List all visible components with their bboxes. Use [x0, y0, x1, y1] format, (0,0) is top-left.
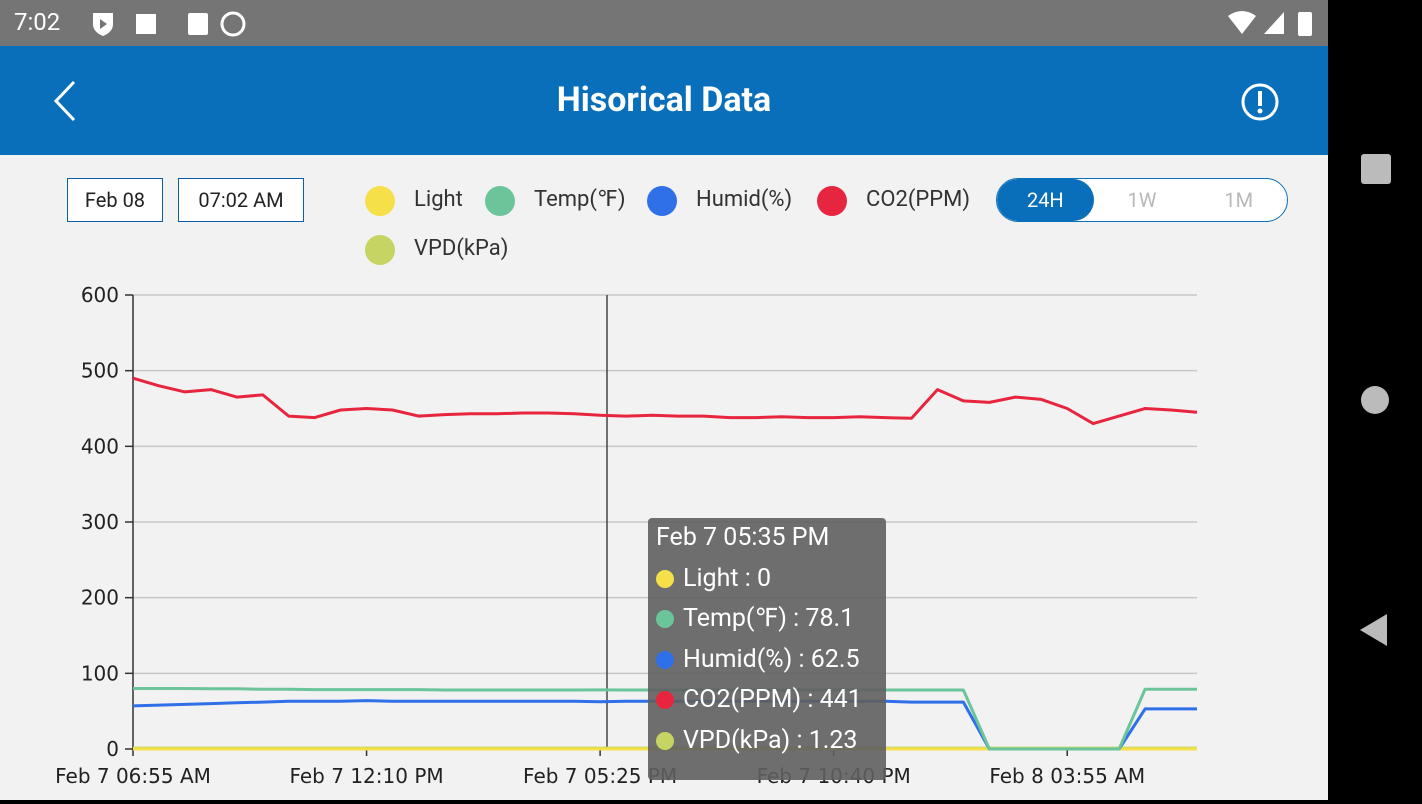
- legend-label: Humid(%): [696, 187, 793, 212]
- tooltip-row: Light : 0: [648, 559, 886, 600]
- tooltip-row: VPD(kPa) : 1.23: [648, 721, 886, 762]
- tooltip-marker: [656, 691, 674, 709]
- series-line: [132, 376, 1198, 426]
- info-button[interactable]: [1240, 82, 1280, 122]
- tooltip-text: VPD(kPa) : 1.23: [683, 725, 858, 755]
- back-nav-button[interactable]: [1360, 614, 1387, 646]
- home-button[interactable]: [1361, 386, 1389, 414]
- title: Hisorical Data: [556, 80, 772, 120]
- nav-bar: [1328, 0, 1422, 800]
- legend-marker: [365, 186, 395, 216]
- y-tick-label: 600: [81, 283, 119, 307]
- tooltip: Feb 7 05:35 PM Light : 0 Temp(℉) : 78.1 Hum…: [648, 518, 886, 780]
- tooltip-text: CO2(PPM) : 441: [683, 685, 862, 714]
- nav-icons: [1360, 154, 1391, 646]
- range-option[interactable]: 1M: [1224, 188, 1254, 212]
- legend-marker: [647, 186, 677, 216]
- y-tick-label: 300: [81, 510, 119, 534]
- back-button[interactable]: [50, 78, 80, 124]
- legend-label: Light: [414, 187, 463, 212]
- legend-label: VPD(kPa): [414, 236, 509, 261]
- tooltip-marker: [656, 650, 674, 669]
- tooltip-row: Humid(%) : 62.5: [648, 640, 886, 681]
- x-tick-label: Feb 7 06:55 AM: [55, 764, 211, 788]
- legend-label: CO2(PPM): [866, 187, 970, 212]
- tooltip-text: Humid(%) : 62.5: [683, 644, 860, 674]
- clock: 7:02: [14, 8, 61, 36]
- legend-label: Temp(℉): [534, 187, 626, 212]
- time-picker[interactable]: 07:02 AM: [178, 178, 304, 222]
- app-bar: Hisorical Data: [0, 46, 1328, 155]
- tooltip-text: Temp(℉) : 78.1: [683, 604, 855, 633]
- tooltip-title: Feb 7 05:35 PM: [656, 523, 830, 552]
- status-icons: [93, 11, 246, 37]
- legend-marker: [485, 186, 515, 216]
- tooltip-row: CO2(PPM) : 441: [648, 680, 886, 721]
- legend-marker: [365, 235, 395, 265]
- signal-icons: [1228, 11, 1312, 36]
- tooltip-marker: [656, 731, 674, 750]
- status-bar: 7:02: [0, 0, 1328, 46]
- range-toggle: 24H 1W 1M: [996, 178, 1288, 222]
- y-tick-label: 0: [106, 737, 119, 761]
- date-picker[interactable]: Feb 08: [67, 178, 163, 222]
- y-tick-label: 400: [81, 434, 119, 458]
- legend-marker: [817, 186, 847, 216]
- tooltip-row: Temp(℉) : 78.1: [648, 599, 886, 640]
- x-tick-label: Feb 8 03:55 AM: [989, 764, 1145, 788]
- y-tick-label: 100: [81, 661, 119, 685]
- y-tick-label: 200: [81, 586, 119, 610]
- x-tick-label: Feb 7 12:10 PM: [289, 764, 443, 788]
- tooltip-marker: [656, 610, 674, 628]
- tooltip-text: Light : 0: [683, 563, 772, 593]
- range-option[interactable]: 1W: [1127, 188, 1157, 212]
- range-option[interactable]: 24H: [997, 179, 1094, 221]
- y-tick-label: 500: [81, 359, 119, 383]
- recents-button[interactable]: [1361, 154, 1391, 184]
- tooltip-marker: [656, 569, 674, 588]
